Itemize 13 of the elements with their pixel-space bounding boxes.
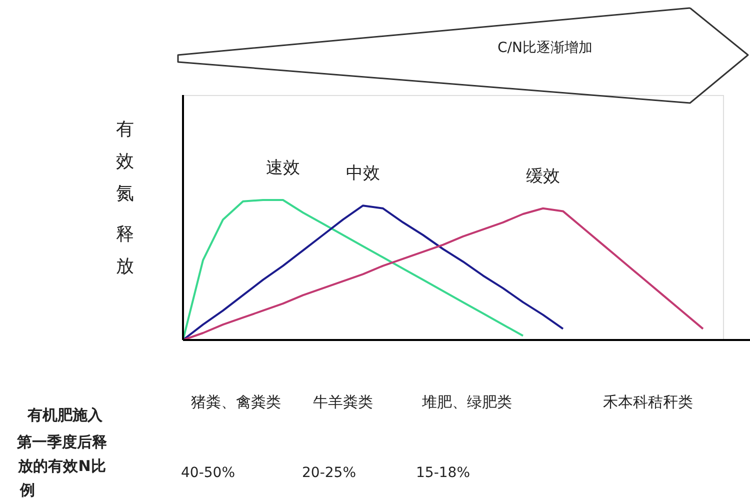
- series-label: 中效: [346, 164, 380, 184]
- text: 牛羊粪类: [313, 393, 373, 411]
- text: 禾本科秸秆类: [603, 393, 693, 411]
- text: C/N比逐渐增加: [498, 40, 592, 56]
- text: 堆肥、绿肥类: [421, 393, 512, 411]
- text: 猪粪、禽粪类: [191, 393, 281, 411]
- text: 15-18%: [416, 465, 470, 481]
- text: 40-50%: [181, 465, 235, 481]
- y-axis-title: 有效氮释放: [116, 119, 134, 277]
- text: 20-25%: [302, 465, 356, 481]
- series-label: 缓效: [526, 166, 560, 186]
- text: 有机肥施入第一季度后释放的有效N比例: [16, 406, 107, 499]
- series-label: 速效: [266, 158, 300, 178]
